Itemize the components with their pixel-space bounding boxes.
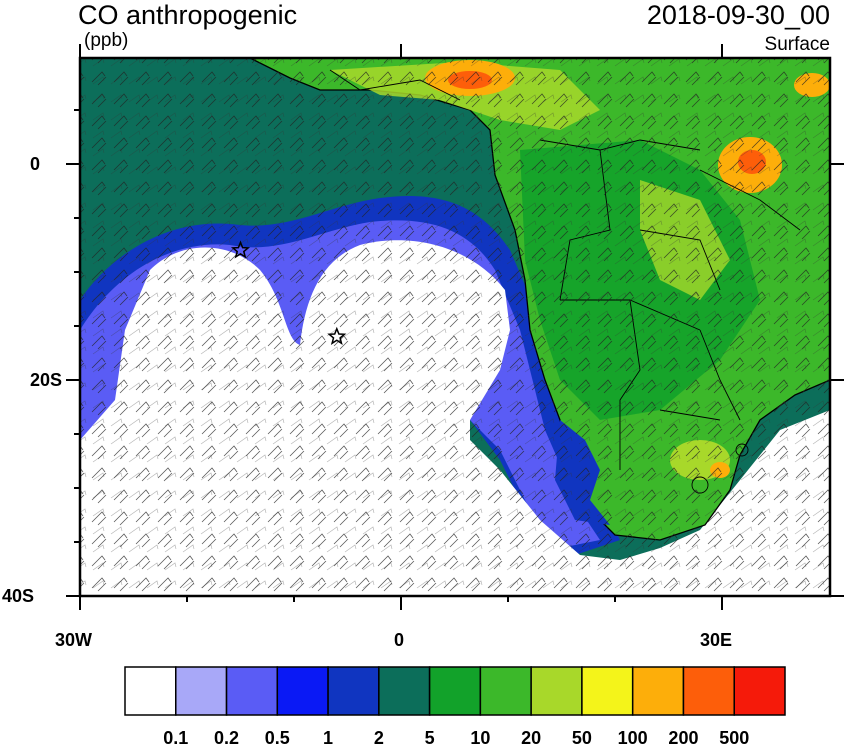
colorbar-label-4: 2 <box>373 728 384 748</box>
colorbar-label-7: 20 <box>521 728 542 748</box>
units-label: (ppb) <box>84 30 129 51</box>
star-2-icon <box>327 326 347 345</box>
lat-label-0: 0 <box>30 154 41 174</box>
colorbar-label-6: 10 <box>470 728 491 748</box>
datetime-label: 2018-09-30_00 <box>646 0 830 30</box>
lon-label-30w: 30W <box>55 630 93 650</box>
lon-label-0: 0 <box>394 630 405 650</box>
colorbar-label-10: 200 <box>668 728 699 748</box>
colorbar-box-7 <box>479 666 532 716</box>
colorbar-label-11: 500 <box>719 728 750 748</box>
colorbar-box-0 <box>124 666 177 716</box>
axis-ticks <box>66 44 844 610</box>
map-title: CO anthropogenic <box>78 0 298 30</box>
colorbar-label-1: 0.2 <box>214 728 240 748</box>
colorbar-box-10 <box>631 666 685 716</box>
colorbar <box>124 666 786 716</box>
colorbar-label-5: 5 <box>424 728 435 748</box>
colorbar-label-8: 50 <box>571 728 592 748</box>
colorbar-box-11 <box>682 666 735 716</box>
colorbar-box-8 <box>530 666 583 716</box>
map-area <box>80 58 830 596</box>
colorbar-box-4 <box>327 666 380 716</box>
station-markers <box>230 240 347 345</box>
colorbar-label-3: 1 <box>323 728 334 748</box>
colorbar-label-0: 0.1 <box>163 728 189 748</box>
wind-barbs-secondary <box>80 58 830 596</box>
colorbar-label-9: 100 <box>617 728 648 748</box>
lon-label-30e: 30E <box>700 630 733 650</box>
lat-label-20s: 20S <box>30 370 63 390</box>
colorbar-box-1 <box>175 666 228 716</box>
colorbar-box-12 <box>733 666 786 716</box>
colorbar-box-6 <box>428 666 482 716</box>
colorbar-box-3 <box>276 666 329 716</box>
star-1-icon <box>230 240 251 259</box>
colorbar-label-2: 0.5 <box>264 728 290 748</box>
colorbar-box-2 <box>225 666 279 716</box>
colorbar-box-5 <box>378 666 431 716</box>
colorbar-box-9 <box>581 666 634 716</box>
level-label: Surface <box>764 34 830 55</box>
lat-label-40s: 40S <box>2 586 35 606</box>
